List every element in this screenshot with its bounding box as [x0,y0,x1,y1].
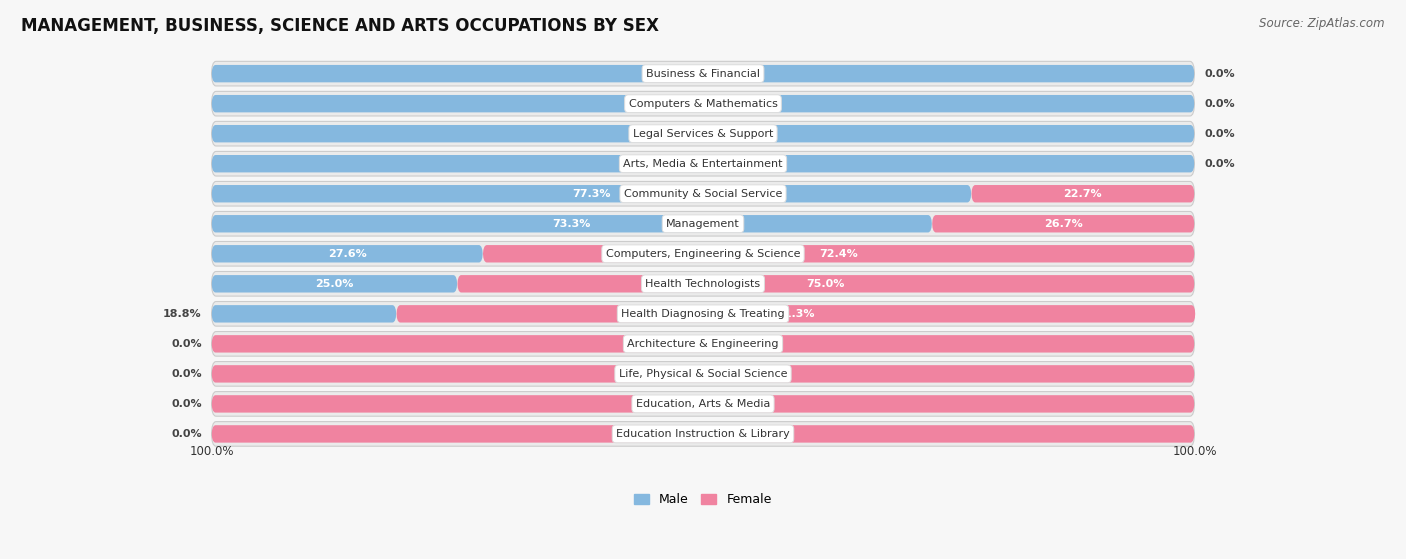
FancyBboxPatch shape [211,211,1195,236]
Text: Education, Arts & Media: Education, Arts & Media [636,399,770,409]
Text: 100.0%: 100.0% [681,369,725,379]
FancyBboxPatch shape [211,395,1195,413]
Text: Life, Physical & Social Science: Life, Physical & Social Science [619,369,787,379]
Text: 75.0%: 75.0% [807,279,845,289]
Text: Computers & Mathematics: Computers & Mathematics [628,99,778,108]
Text: Community & Social Service: Community & Social Service [624,189,782,199]
FancyBboxPatch shape [211,305,396,323]
Text: 100.0%: 100.0% [681,339,725,349]
Text: Health Technologists: Health Technologists [645,279,761,289]
FancyBboxPatch shape [211,155,1195,172]
FancyBboxPatch shape [211,301,1195,326]
Text: 0.0%: 0.0% [1205,69,1234,79]
FancyBboxPatch shape [457,275,1195,292]
Text: 0.0%: 0.0% [172,339,201,349]
Text: Health Diagnosing & Treating: Health Diagnosing & Treating [621,309,785,319]
Text: 22.7%: 22.7% [1063,189,1102,199]
Text: 81.3%: 81.3% [776,309,815,319]
Text: Architecture & Engineering: Architecture & Engineering [627,339,779,349]
Text: 0.0%: 0.0% [172,369,201,379]
Text: 100.0%: 100.0% [681,159,725,169]
Text: 18.8%: 18.8% [163,309,201,319]
Text: Computers, Engineering & Science: Computers, Engineering & Science [606,249,800,259]
Text: 0.0%: 0.0% [172,429,201,439]
FancyBboxPatch shape [211,215,932,233]
Text: 100.0%: 100.0% [681,99,725,108]
FancyBboxPatch shape [211,65,1195,82]
FancyBboxPatch shape [211,362,1195,386]
Text: 77.3%: 77.3% [572,189,610,199]
Text: Management: Management [666,219,740,229]
FancyBboxPatch shape [972,185,1195,202]
FancyBboxPatch shape [211,331,1195,356]
Text: 100.0%: 100.0% [681,399,725,409]
FancyBboxPatch shape [211,151,1195,176]
Text: 100.0%: 100.0% [190,445,233,458]
Text: 100.0%: 100.0% [1173,445,1216,458]
FancyBboxPatch shape [211,95,1195,112]
Text: Arts, Media & Entertainment: Arts, Media & Entertainment [623,159,783,169]
FancyBboxPatch shape [211,392,1195,416]
FancyBboxPatch shape [211,125,1195,143]
FancyBboxPatch shape [211,121,1195,146]
FancyBboxPatch shape [211,421,1195,446]
FancyBboxPatch shape [932,215,1195,233]
FancyBboxPatch shape [211,241,1195,266]
Text: 72.4%: 72.4% [820,249,858,259]
Text: 0.0%: 0.0% [1205,99,1234,108]
FancyBboxPatch shape [211,335,1195,353]
Legend: Male, Female: Male, Female [630,488,776,511]
FancyBboxPatch shape [211,61,1195,86]
Text: 100.0%: 100.0% [681,429,725,439]
Text: Legal Services & Support: Legal Services & Support [633,129,773,139]
FancyBboxPatch shape [211,185,972,202]
Text: 0.0%: 0.0% [1205,159,1234,169]
FancyBboxPatch shape [396,305,1195,323]
Text: 0.0%: 0.0% [172,399,201,409]
FancyBboxPatch shape [211,245,482,263]
FancyBboxPatch shape [211,272,1195,296]
Text: 100.0%: 100.0% [681,69,725,79]
Text: Education Instruction & Library: Education Instruction & Library [616,429,790,439]
FancyBboxPatch shape [211,425,1195,443]
Text: 73.3%: 73.3% [553,219,591,229]
FancyBboxPatch shape [211,91,1195,116]
FancyBboxPatch shape [482,245,1195,263]
Text: Source: ZipAtlas.com: Source: ZipAtlas.com [1260,17,1385,30]
Text: 26.7%: 26.7% [1043,219,1083,229]
Text: 27.6%: 27.6% [328,249,367,259]
Text: 0.0%: 0.0% [1205,129,1234,139]
FancyBboxPatch shape [211,182,1195,206]
Text: MANAGEMENT, BUSINESS, SCIENCE AND ARTS OCCUPATIONS BY SEX: MANAGEMENT, BUSINESS, SCIENCE AND ARTS O… [21,17,659,35]
Text: Business & Financial: Business & Financial [645,69,761,79]
Text: 25.0%: 25.0% [315,279,354,289]
FancyBboxPatch shape [211,365,1195,382]
FancyBboxPatch shape [211,275,457,292]
Text: 100.0%: 100.0% [681,129,725,139]
